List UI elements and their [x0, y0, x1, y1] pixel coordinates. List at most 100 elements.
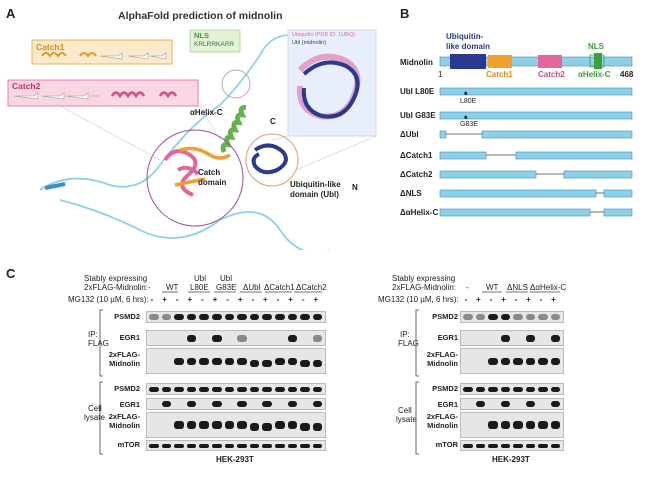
blot-band — [237, 443, 247, 448]
blot-band — [186, 401, 197, 407]
blot-band — [186, 357, 197, 365]
mg132-tick: - — [514, 295, 518, 304]
blot-band — [161, 443, 172, 448]
mg132-tick: - — [464, 295, 468, 304]
blot-band — [513, 357, 523, 365]
nls-sequence: KRLRRKARR — [194, 41, 235, 48]
blot-band — [275, 314, 285, 320]
cell-lysate-label: Cell — [398, 406, 412, 415]
blot-band — [525, 421, 535, 429]
construct-label: ΔUbl — [400, 130, 419, 139]
blot-strip — [146, 383, 326, 395]
catch-domain-label-1: Catch — [198, 168, 221, 177]
blot-band — [300, 443, 310, 448]
lane-group-label: Ubl — [220, 274, 233, 283]
mg132-tick: - — [175, 295, 179, 304]
blot-band — [300, 423, 310, 431]
blot-band — [212, 357, 222, 365]
c-terminus-label: C — [270, 117, 276, 126]
blot-band — [488, 443, 498, 448]
ubl-domain-title-1: Ubiquitin- — [446, 32, 484, 41]
blot-band — [538, 314, 548, 320]
blot-row-label: EGR1 — [437, 333, 458, 342]
mg132-label: MG132 (10 µM, 6 hrs): — [378, 295, 459, 304]
blot-band — [149, 314, 159, 320]
blot-band — [300, 314, 310, 320]
blot-band — [312, 314, 323, 320]
blot-band — [500, 314, 510, 320]
blot-band — [312, 386, 323, 392]
stably-expressing-label: Stably expressing — [84, 274, 148, 283]
blot-band — [212, 443, 222, 448]
blot-row-label-text: 2xFLAG- Midnolin — [108, 350, 140, 368]
blot-band — [500, 443, 510, 448]
blot-band — [488, 421, 498, 429]
lane-group-label: - — [466, 283, 469, 292]
blot-band — [525, 334, 535, 342]
blot-row-label-text: 2xFLAG- Midnolin — [426, 350, 458, 368]
blot-band — [550, 334, 560, 342]
blot-band — [199, 314, 209, 320]
blot-row-label: EGR1 — [437, 400, 458, 409]
blot-band — [199, 421, 209, 429]
mg132-tick: - — [489, 295, 493, 304]
blot-band — [212, 334, 222, 342]
lane-group-label: WT — [486, 283, 499, 292]
mg132-tick: - — [301, 295, 305, 304]
lane-group-label: ΔCatch2 — [296, 283, 327, 292]
midnolin-label: Midnolin — [400, 58, 433, 67]
blot-band — [550, 314, 560, 320]
blot-band — [199, 357, 209, 365]
blot-band — [287, 443, 298, 448]
blot-band — [199, 386, 209, 392]
blot-band — [538, 386, 548, 392]
blot-band — [237, 357, 247, 365]
blot-band — [224, 314, 235, 320]
blot-band — [300, 359, 310, 367]
construct-label: Ubl L80E — [400, 87, 435, 96]
blot-band — [249, 443, 260, 448]
blot-band — [513, 314, 523, 320]
residue-start: 1 — [438, 70, 443, 79]
lane-group-label: Ubl — [194, 274, 207, 283]
blot-row-label: EGR1 — [119, 400, 140, 409]
blot-band — [212, 314, 222, 320]
blot-band — [237, 401, 247, 407]
blot-band — [550, 386, 560, 392]
blot-row-label: EGR1 — [119, 333, 140, 342]
blot-row-label: PSMD2 — [114, 384, 140, 393]
mg132-tick: + — [237, 295, 243, 304]
blot-band — [224, 421, 235, 429]
blot-band — [174, 443, 184, 448]
blot-band — [224, 443, 235, 448]
construct-label: ΔCatch1 — [400, 151, 433, 160]
blot-band — [463, 443, 473, 448]
catch1-domain-title: Catch1 — [486, 70, 513, 79]
mg132-tick: + — [288, 295, 293, 304]
mg132-tick: - — [226, 295, 229, 304]
blot-band — [538, 357, 548, 365]
blot-band — [275, 386, 285, 392]
blot-band — [186, 443, 197, 448]
blot-band — [312, 401, 323, 407]
lane-group-label: ΔCatch1 — [264, 283, 295, 292]
nls-title: NLS — [588, 42, 604, 51]
residue-end: 468 — [620, 70, 634, 79]
mg132-tick: + — [263, 295, 268, 304]
blot-row-label: PSMD2 — [432, 384, 458, 393]
blot-band — [237, 334, 247, 342]
blot-band — [174, 386, 184, 392]
blot-band — [249, 359, 260, 367]
mg132-tick: - — [251, 295, 255, 304]
cell-line-label: HEK-293T — [492, 455, 530, 464]
flag-midnolin-label: 2xFLAG-Midnolin: — [392, 283, 457, 292]
blot-band — [538, 443, 548, 448]
blot-band — [224, 357, 235, 365]
ubl-domain-label-1: Ubiquitin-like — [290, 180, 341, 189]
lane-group-label: WT — [166, 283, 179, 292]
catch2-domain-title: Catch2 — [538, 70, 565, 79]
blot-band — [149, 386, 159, 392]
blot-band — [287, 401, 298, 407]
panel-c-letter: C — [6, 266, 16, 281]
construct-label: ΔαHelix-C — [400, 208, 439, 217]
